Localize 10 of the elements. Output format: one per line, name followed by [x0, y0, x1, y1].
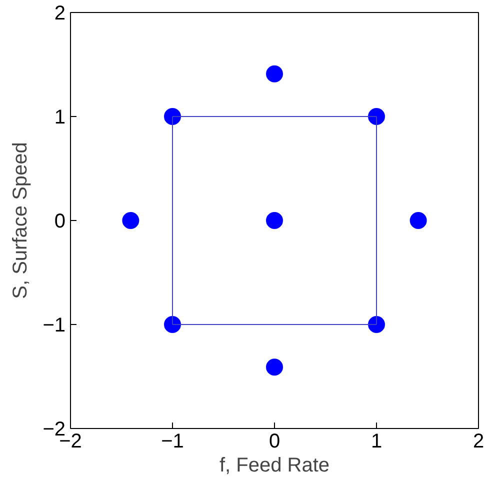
- y-tick-label: 2: [54, 2, 66, 24]
- x-axis-title: f, Feed Rate: [219, 454, 330, 476]
- x-tick-label: −1: [161, 430, 184, 452]
- x-tick-label: 0: [268, 430, 280, 452]
- y-axis-title: S, Surface Speed: [10, 142, 32, 299]
- y-tick-label: −1: [42, 314, 66, 336]
- y-tick-label: 1: [54, 106, 66, 128]
- y-tick-label: 0: [54, 210, 66, 232]
- x-tick-label: 1: [370, 430, 382, 452]
- x-tick-label: 2: [472, 430, 484, 452]
